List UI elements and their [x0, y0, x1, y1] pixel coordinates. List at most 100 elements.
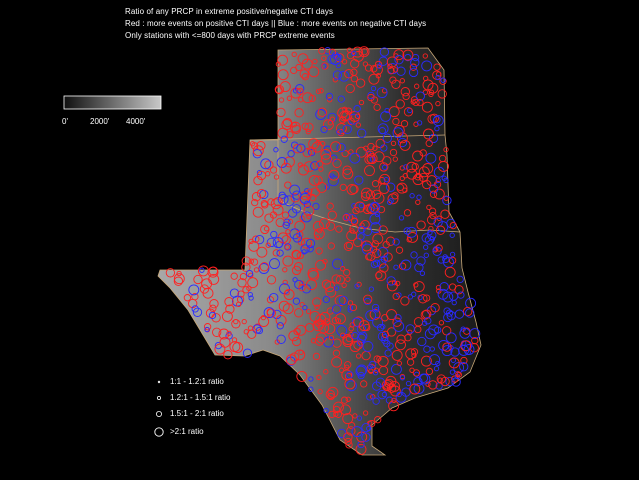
station-marker: [310, 187, 320, 197]
station-marker: [340, 266, 346, 272]
station-marker: [197, 265, 209, 277]
station-marker: [342, 124, 352, 134]
station-marker: [297, 53, 309, 65]
station-marker: [375, 271, 383, 279]
station-marker: [226, 330, 232, 337]
station-marker: [272, 249, 280, 257]
station-marker: [456, 372, 462, 378]
station-marker: [421, 60, 433, 72]
station-marker: [428, 91, 434, 98]
station-marker: [299, 301, 305, 308]
station-marker: [434, 326, 442, 334]
station-marker: [358, 202, 365, 209]
station-marker: [337, 95, 345, 103]
station-marker: [391, 79, 401, 89]
station-marker: [371, 189, 382, 199]
station-marker: [269, 258, 280, 270]
station-marker: [345, 380, 357, 392]
station-marker: [316, 228, 323, 234]
station-marker: [253, 175, 263, 186]
station-marker: [291, 124, 301, 134]
station-marker: [307, 188, 313, 194]
station-marker: [334, 313, 346, 325]
station-marker: [399, 175, 405, 182]
station-marker: [356, 415, 363, 421]
station-marker: [269, 292, 279, 303]
station-marker: [399, 375, 406, 381]
station-marker: [281, 211, 290, 219]
station-marker: [351, 331, 359, 340]
station-marker: [367, 142, 375, 151]
station-marker: [296, 230, 304, 239]
station-marker: [409, 383, 421, 395]
station-marker: [432, 246, 442, 256]
station-marker: [272, 204, 284, 216]
station-marker: [223, 350, 233, 360]
station-marker: [345, 276, 351, 282]
station-marker: [252, 145, 264, 157]
station-marker: [318, 47, 326, 55]
station-marker: [398, 215, 405, 221]
station-marker: [346, 371, 354, 379]
station-marker: [429, 211, 437, 220]
ratio-legend-label-1: 1:1 - 1.2:1 ratio: [170, 377, 224, 386]
station-marker: [430, 303, 440, 313]
station-marker: [354, 113, 361, 119]
station-marker: [301, 237, 312, 249]
station-marker: [354, 201, 366, 213]
station-marker: [188, 284, 200, 296]
ratio-legend-label-2: 1.2:1 - 1.5:1 ratio: [170, 393, 231, 402]
station-marker: [442, 342, 452, 352]
station-marker: [173, 273, 185, 285]
station-marker: [176, 270, 182, 277]
station-marker: [349, 303, 358, 312]
oklahoma-texas-border: [277, 140, 461, 233]
station-marker: [232, 342, 244, 353]
station-marker: [292, 144, 303, 154]
ratio-legend-symbol-small: [157, 380, 161, 384]
station-marker: [407, 107, 413, 114]
station-marker: [398, 262, 407, 270]
station-marker: [400, 259, 412, 271]
station-marker: [419, 270, 426, 276]
station-marker: [393, 264, 399, 270]
station-marker: [209, 304, 217, 312]
station-marker: [416, 98, 424, 107]
station-marker: [428, 324, 440, 336]
station-marker: [302, 304, 308, 311]
station-marker: [289, 228, 301, 240]
station-marker: [380, 323, 386, 330]
station-marker: [413, 383, 425, 394]
station-marker: [327, 97, 333, 103]
station-marker: [380, 255, 389, 263]
station-marker: [263, 307, 275, 319]
ratio-legend-label-3: 1.5:1 - 2:1 ratio: [170, 409, 224, 418]
station-marker: [451, 299, 457, 306]
station-marker: [422, 179, 432, 190]
station-marker: [304, 188, 310, 194]
station-marker: [395, 339, 406, 351]
station-marker: [433, 365, 440, 372]
station-marker: [438, 160, 449, 172]
station-marker: [402, 173, 408, 179]
station-marker: [315, 88, 322, 95]
station-marker: [460, 326, 466, 332]
station-marker: [335, 275, 346, 285]
station-marker: [286, 95, 293, 101]
station-marker: [429, 346, 435, 352]
station-marker: [284, 181, 292, 189]
station-marker: [384, 349, 392, 357]
station-marker: [299, 280, 305, 286]
station-marker: [423, 75, 429, 82]
station-marker: [369, 308, 381, 320]
station-marker: [358, 320, 370, 332]
station-marker: [341, 282, 347, 288]
station-marker: [236, 295, 245, 304]
station-marker: [327, 242, 335, 250]
station-marker: [260, 199, 268, 208]
station-marker: [256, 141, 266, 151]
station-marker: [251, 198, 259, 207]
station-marker: [378, 183, 390, 194]
station-marker: [322, 295, 331, 304]
station-marker: [225, 304, 235, 314]
